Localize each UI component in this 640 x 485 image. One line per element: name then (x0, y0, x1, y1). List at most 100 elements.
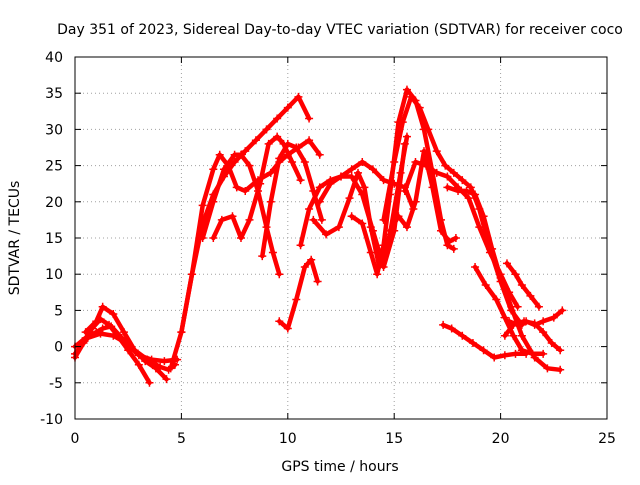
data-point (209, 197, 218, 206)
data-point (317, 215, 326, 224)
data-point (447, 324, 456, 333)
data-point (354, 168, 363, 177)
data-point (445, 237, 454, 246)
data-point (558, 306, 567, 315)
series-track-20 (439, 320, 531, 362)
data-point (543, 364, 552, 373)
data-point (337, 172, 345, 181)
data-point (471, 190, 480, 199)
data-point (232, 183, 241, 192)
data-point (522, 349, 531, 358)
data-point (162, 375, 171, 384)
data-point (432, 147, 441, 156)
data-point (539, 328, 548, 337)
data-point (490, 353, 499, 362)
data-point (502, 259, 511, 268)
y-tick-label: 5 (54, 303, 63, 319)
data-point (411, 157, 420, 166)
data-point (396, 168, 405, 177)
data-point (441, 161, 450, 170)
data-point (145, 378, 154, 387)
y-tick-label: 10 (45, 267, 63, 283)
data-point (147, 355, 156, 364)
data-point (266, 168, 275, 177)
data-point (500, 351, 509, 360)
data-point (107, 322, 116, 331)
data-point (471, 262, 480, 271)
data-point (315, 150, 324, 159)
data-point (134, 351, 143, 360)
data-point (451, 234, 460, 242)
data-point (407, 92, 416, 101)
chart-title: Day 351 of 2023, Sidereal Day-to-day VTE… (57, 22, 623, 38)
data-point (530, 319, 539, 328)
data-point (219, 165, 228, 174)
data-point (315, 183, 324, 192)
data-point (402, 223, 411, 232)
data-point (98, 302, 107, 311)
data-point (428, 183, 437, 192)
data-point (509, 331, 518, 340)
data-point (509, 320, 518, 329)
data-point (547, 338, 556, 347)
data-point (458, 176, 467, 185)
data-point (496, 273, 505, 282)
y-tick-label: 20 (45, 195, 63, 211)
data-point (256, 179, 265, 188)
data-point (556, 346, 565, 355)
series-track-23 (500, 317, 565, 355)
data-point (379, 241, 388, 250)
data-point (347, 165, 356, 174)
data-point (209, 165, 218, 174)
data-point (315, 197, 324, 206)
data-point (296, 241, 305, 250)
data-point (215, 150, 224, 159)
data-point (358, 219, 367, 228)
data-point (511, 270, 520, 279)
data-point (198, 234, 207, 242)
data-point (177, 328, 186, 337)
data-point (534, 302, 543, 311)
data-point (517, 281, 526, 290)
data-point (422, 161, 431, 170)
y-tick-label: 0 (54, 340, 63, 356)
data-point (160, 357, 169, 366)
data-point (81, 328, 90, 337)
series-line (277, 257, 320, 331)
data-point (245, 161, 254, 170)
data-point (288, 157, 297, 166)
data-point (245, 215, 254, 224)
data-point (236, 150, 245, 159)
data-point (481, 281, 490, 290)
data-point (368, 165, 377, 174)
data-point (241, 147, 250, 156)
data-point (394, 212, 403, 221)
data-point (366, 248, 375, 257)
data-point (462, 186, 471, 195)
data-point (283, 103, 292, 112)
x-tick-label: 10 (279, 431, 297, 447)
data-point (273, 132, 282, 141)
data-point (268, 248, 277, 257)
data-point (275, 317, 284, 326)
grid-lines (75, 57, 607, 419)
data-point (322, 230, 331, 239)
data-point (292, 143, 301, 152)
data-point (439, 320, 448, 329)
data-point (449, 168, 458, 177)
data-point (151, 364, 160, 373)
data-point (134, 360, 143, 369)
data-point (479, 346, 488, 355)
y-tick-label: 35 (45, 86, 63, 102)
data-point (251, 136, 260, 145)
data-point (492, 295, 501, 304)
data-point (488, 244, 497, 253)
data-point (479, 212, 488, 221)
series-track-6 (177, 136, 324, 337)
y-axis-label: SDTVAR / TECUs (7, 181, 23, 296)
data-point (466, 183, 475, 192)
data-point (526, 291, 535, 300)
y-tick-label: 25 (45, 159, 63, 175)
data-point (443, 172, 452, 181)
